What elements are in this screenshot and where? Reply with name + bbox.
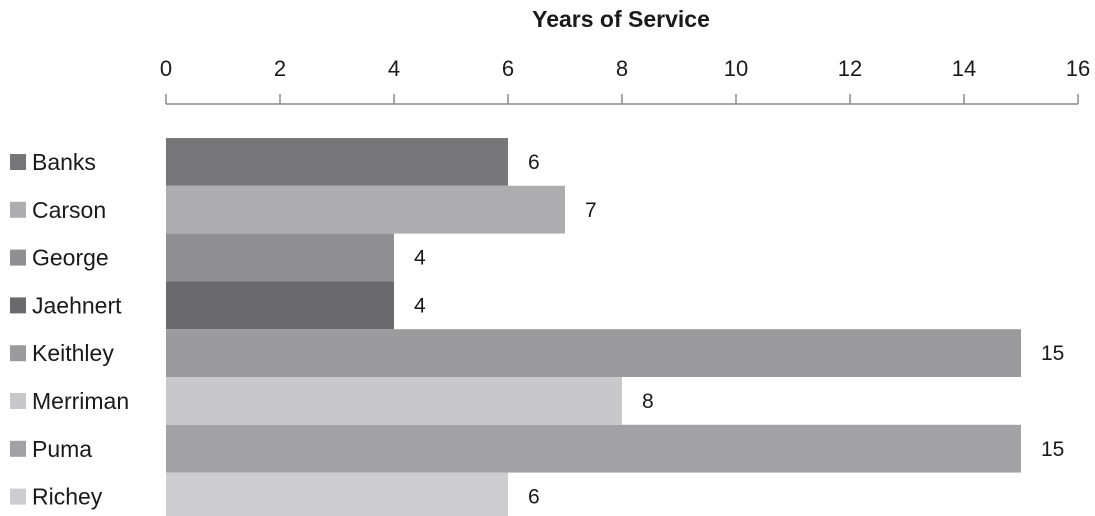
data-label: 4 [414,247,426,270]
x-tick-label: 12 [838,56,862,81]
x-tick-label: 8 [616,56,628,81]
legend-label: Puma [32,436,92,462]
x-tick-label: 14 [952,56,976,81]
data-label: 4 [414,294,426,317]
data-label: 6 [528,486,540,509]
x-axis-title: Years of Service [532,6,710,32]
data-label: 8 [642,390,654,413]
x-tick-label: 2 [274,56,286,81]
x-tick-label: 16 [1066,56,1090,81]
legend-swatch [10,297,26,314]
x-axis: 0 2 4 6 8 10 12 14 16 [160,56,1090,105]
legend-swatch [10,488,26,505]
legend-label: Keithley [32,340,114,366]
legend-swatch [10,440,26,457]
legend-swatch [10,345,26,362]
legend: Banks Carson George Jaehnert Keithley Merrima… [10,149,129,510]
bar-richey [166,472,508,516]
legend-swatch [10,154,26,170]
x-tick-label: 10 [724,56,748,81]
legend-swatch [10,201,26,218]
bar-puma [166,424,1021,473]
bar-banks [166,138,508,186]
bars: 6 7 4 4 15 8 15 6 [166,138,1064,516]
legend-swatch [10,393,26,409]
legend-label: Banks [32,149,96,175]
legend-label: Carson [32,197,106,223]
bar-keithley [166,329,1021,377]
x-tick-label: 4 [388,56,400,81]
bar-merriman [166,377,622,425]
legend-label: Jaehnert [32,292,122,318]
legend-swatch [10,249,26,266]
legend-label: Merriman [32,388,129,414]
data-label: 15 [1041,438,1064,461]
bar-george [166,233,394,282]
bar-jaehnert [166,281,394,330]
data-label: 15 [1041,342,1064,365]
bar-carson [166,185,565,234]
data-label: 7 [585,199,597,222]
x-tick-label: 6 [502,56,514,81]
x-tick-label: 0 [160,56,172,81]
data-label: 6 [528,151,540,174]
legend-label: George [32,245,109,271]
legend-label: Richey [32,484,103,510]
